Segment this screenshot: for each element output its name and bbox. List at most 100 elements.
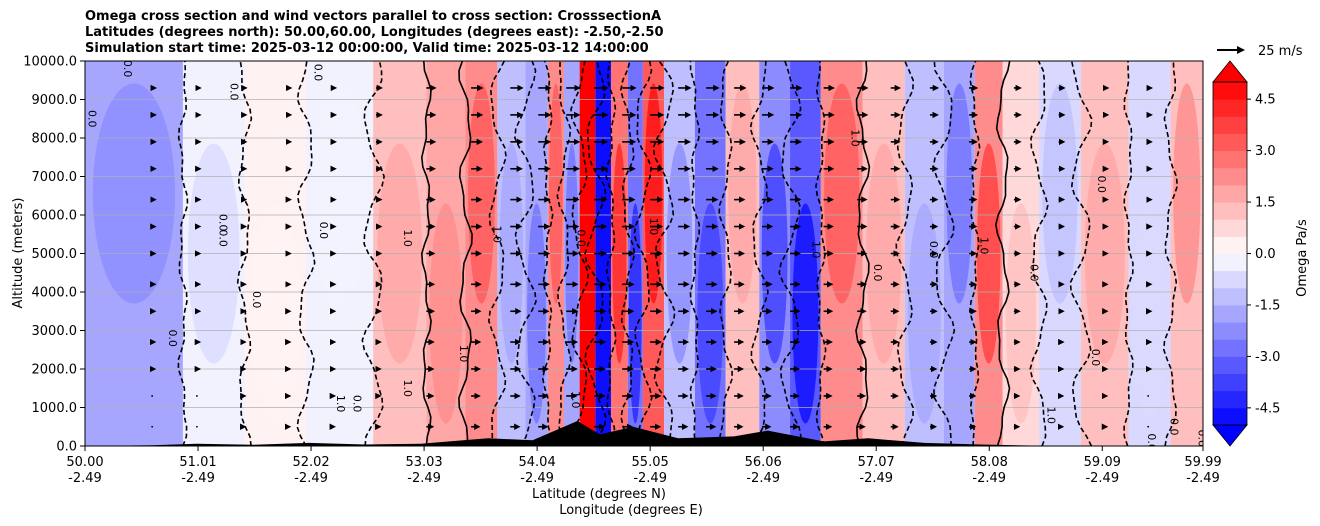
contour-line <box>689 61 701 446</box>
contour-label: 1.0 <box>334 395 347 413</box>
colorbar-extend-max <box>1212 60 1248 83</box>
plot-area: 0.00.00.00.00.00.00.00.00.01.0 0.01.01.01… <box>85 61 1203 451</box>
colorbar-segment <box>1213 236 1247 254</box>
colorbar-tick-label: 1.5 <box>1255 196 1276 211</box>
x-tick-label-latitude: 50.00 <box>66 455 103 470</box>
contour-line <box>1162 61 1179 446</box>
colorbar-segment <box>1213 184 1247 203</box>
contour-line <box>361 61 385 446</box>
y-tick-label: 1000.0 <box>32 401 78 416</box>
colorbar-segment <box>1213 407 1247 426</box>
omega-core <box>596 83 610 304</box>
wind-vector <box>151 395 154 397</box>
wind-vector <box>1147 395 1150 397</box>
omega-core <box>644 83 663 304</box>
omega-core <box>792 203 819 424</box>
contour-label: 1.0 <box>849 129 862 147</box>
contour-line <box>994 61 1011 446</box>
contour-label: 0.0 <box>227 83 240 101</box>
colorbar-segment <box>1213 270 1247 289</box>
contour-label: 0.0 <box>1145 433 1158 451</box>
contour-line <box>1029 61 1049 446</box>
contour-line <box>487 61 507 446</box>
x-axis-label-latitude: Latitude (degrees N) <box>532 487 666 502</box>
x-tick-label-longitude: -2.49 <box>746 471 780 486</box>
contour-label: 0.0 <box>871 264 884 282</box>
contour-label: 1.0 <box>569 391 582 409</box>
contour-line <box>458 61 473 446</box>
x-tick-label-latitude: 58.08 <box>971 455 1008 470</box>
contour-label: 0.0 <box>311 64 324 82</box>
contour-line <box>718 61 734 446</box>
contour-label: 0.0 <box>216 229 229 247</box>
contour-line <box>778 61 802 446</box>
colorbar-label: Omega Pa/s <box>1295 219 1310 297</box>
contour-label: 0.0 <box>166 329 179 347</box>
omega-core <box>249 203 302 424</box>
contour-label: 0.0 <box>574 229 587 247</box>
y-axis-label: Altitude (meters) <box>11 198 26 309</box>
contour-line <box>605 61 617 446</box>
x-tick-label-latitude: 57.07 <box>858 455 895 470</box>
contour-label: 1.0 <box>490 226 503 244</box>
x-tick-label-latitude: 54.04 <box>519 455 556 470</box>
wind-vectors <box>149 84 1153 430</box>
quiver-key: 25 m/s <box>1217 44 1303 59</box>
colorbar-segment <box>1213 150 1247 169</box>
colorbar-segment <box>1213 116 1247 134</box>
omega-core <box>311 83 368 304</box>
y-tick-label: 8000.0 <box>32 132 78 147</box>
x-tick-label-longitude: -2.49 <box>859 471 893 486</box>
colorbar-segment <box>1213 82 1247 100</box>
contour-label: 1.0 <box>457 345 470 363</box>
omega-core <box>549 83 563 304</box>
colorbar-segment <box>1213 304 1247 323</box>
chart-title-line-1: Omega cross section and wind vectors par… <box>85 9 661 24</box>
contour-label: 0.0 <box>85 110 98 128</box>
terrain-profile <box>85 421 1203 446</box>
chart-title-line-3: Simulation start time: 2025-03-12 00:00:… <box>85 41 649 56</box>
x-tick-label-longitude: -2.49 <box>407 471 441 486</box>
contour-line <box>652 61 676 446</box>
y-tick-label: 3000.0 <box>32 324 78 339</box>
contour-line <box>749 61 769 446</box>
contour-label: 0.0 <box>1095 175 1108 193</box>
contour-label: 0.0 <box>351 395 364 413</box>
x-tick-label-longitude: -2.49 <box>294 471 328 486</box>
x-tick-label-longitude: -2.49 <box>181 471 215 486</box>
contour-line <box>1069 61 1093 446</box>
chart-title-line-2: Latitudes (degrees north): 50.00,60.00, … <box>85 25 664 40</box>
x-tick-label-latitude: 59.09 <box>1084 455 1121 470</box>
x-tick-label-longitude: -2.49 <box>1186 471 1220 486</box>
x-tick-label-longitude: -2.49 <box>633 471 667 486</box>
omega-core <box>468 83 495 304</box>
wind-vector <box>151 425 154 428</box>
y-tick-label: 2000.0 <box>32 363 78 378</box>
y-tick-label: 10000.0 <box>23 55 77 70</box>
colorbar-segment <box>1213 356 1247 375</box>
omega-core <box>527 203 546 424</box>
x-tick-label-longitude: -2.49 <box>520 471 554 486</box>
omega-core <box>1005 203 1037 424</box>
y-tick-label: 4000.0 <box>32 286 78 301</box>
contour-line <box>177 61 189 446</box>
contour-label: 0.0 <box>317 222 330 240</box>
contour-line <box>296 61 316 446</box>
contour-label: 0.0 <box>216 214 229 232</box>
omega-core <box>946 83 973 304</box>
y-tick-label: 7000.0 <box>32 170 78 185</box>
contour-label: 1.0 <box>809 241 822 259</box>
colorbar-tick-label: 3.0 <box>1255 144 1276 159</box>
x-tick-label-latitude: 59.99 <box>1184 455 1221 470</box>
colorbar-segment <box>1213 99 1247 117</box>
contour-line <box>1123 61 1134 446</box>
contour-line <box>570 61 590 446</box>
y-tick-label: 0.0 <box>56 440 77 455</box>
x-tick-label-longitude: -2.49 <box>1085 471 1119 486</box>
contour-line <box>932 61 956 446</box>
contour-line <box>236 61 253 446</box>
x-tick-label-longitude: -2.49 <box>68 471 102 486</box>
colorbar-segment <box>1213 339 1247 357</box>
colorbar-extend-min <box>1212 424 1248 447</box>
